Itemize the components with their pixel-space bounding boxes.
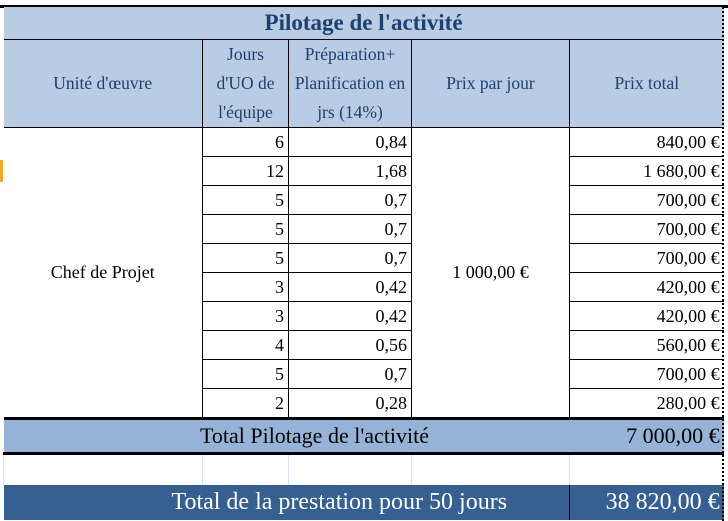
total-cell[interactable]: 700,00 € (568, 359, 724, 389)
prep-cell[interactable]: 0,84 (288, 127, 412, 157)
total-cell[interactable]: 840,00 € (568, 127, 724, 157)
total-cell[interactable]: 420,00 € (568, 272, 724, 302)
jours-cell[interactable]: 12 (202, 156, 289, 186)
pilotage-table: Pilotage de l'activité Unité d'œuvre Jou… (3, 7, 724, 520)
total-cell[interactable]: 700,00 € (568, 185, 724, 215)
header-prep: Préparation+ Planification en jrs (14%) (288, 39, 412, 128)
selection-edge (722, 7, 724, 521)
unit-cell: Chef de Projet (50, 262, 155, 282)
grand-total-value: 38 820,00 € (568, 485, 724, 520)
jours-cell[interactable]: 5 (202, 214, 289, 244)
grand-total-label: Total de la prestation pour 50 jours (3, 485, 570, 520)
prep-cell[interactable]: 0,7 (288, 243, 412, 273)
top-border (0, 0, 728, 8)
header-jours: Jours d'UO de l'équipe (202, 39, 289, 128)
jours-cell[interactable]: 5 (202, 359, 289, 389)
table-row: 5 0,7 700,00 € (4, 359, 724, 389)
total-cell[interactable]: 700,00 € (568, 214, 724, 244)
table-title: Pilotage de l'activité (3, 7, 724, 40)
prep-cell[interactable]: 0,42 (288, 272, 412, 302)
blank-row (3, 453, 724, 485)
prep-cell[interactable]: 0,7 (288, 359, 412, 389)
price-per-day-cell[interactable]: 1 000,00 € (411, 127, 570, 419)
jours-cell[interactable]: 3 (202, 272, 289, 302)
jours-cell[interactable]: 6 (202, 127, 289, 157)
total-cell[interactable]: 280,00 € (568, 388, 724, 419)
table-row: 12 1,68 1 680,00 € (4, 156, 724, 186)
prep-cell[interactable]: 0,56 (288, 330, 412, 360)
table-row: 5 0,7 700,00 € (4, 243, 724, 273)
subtotal-value: 7 000,00 € (569, 417, 724, 455)
jours-cell[interactable]: 4 (202, 330, 289, 360)
jours-cell[interactable]: 5 (202, 185, 289, 215)
prep-cell[interactable]: 1,68 (288, 156, 412, 186)
table-row: 5 0,7 700,00 € (4, 185, 724, 215)
prep-cell[interactable]: 0,7 (288, 214, 412, 244)
prep-cell[interactable]: 0,28 (288, 388, 412, 419)
header-unit: Unité d'œuvre (3, 39, 203, 128)
table-row: 3 0,42 420,00 € (4, 272, 724, 302)
total-cell[interactable]: 420,00 € (568, 301, 724, 331)
jours-cell[interactable]: 2 (202, 388, 289, 419)
prep-cell[interactable]: 0,7 (288, 185, 412, 215)
table-row: Chef de Projet 6 0,84 1 000,00 €840,00 € (4, 127, 724, 419)
header-total: Prix total (568, 39, 724, 128)
jours-cell[interactable]: 5 (202, 243, 289, 273)
subtotal-label: Total Pilotage de l'activité (3, 417, 570, 455)
total-cell[interactable]: 1 680,00 € (568, 156, 724, 186)
table-row: 3 0,42 420,00 € (4, 301, 724, 331)
total-cell[interactable]: 700,00 € (568, 243, 724, 273)
prep-cell[interactable]: 0,42 (288, 301, 412, 331)
table-row: 4 0,56 560,00 € (4, 330, 724, 360)
total-cell[interactable]: 560,00 € (568, 330, 724, 360)
jours-cell[interactable]: 3 (202, 301, 289, 331)
table-row: 5 0,7 700,00 € (4, 214, 724, 244)
row-selection-marker (0, 160, 3, 182)
header-price-per-day: Prix par jour (411, 39, 570, 128)
